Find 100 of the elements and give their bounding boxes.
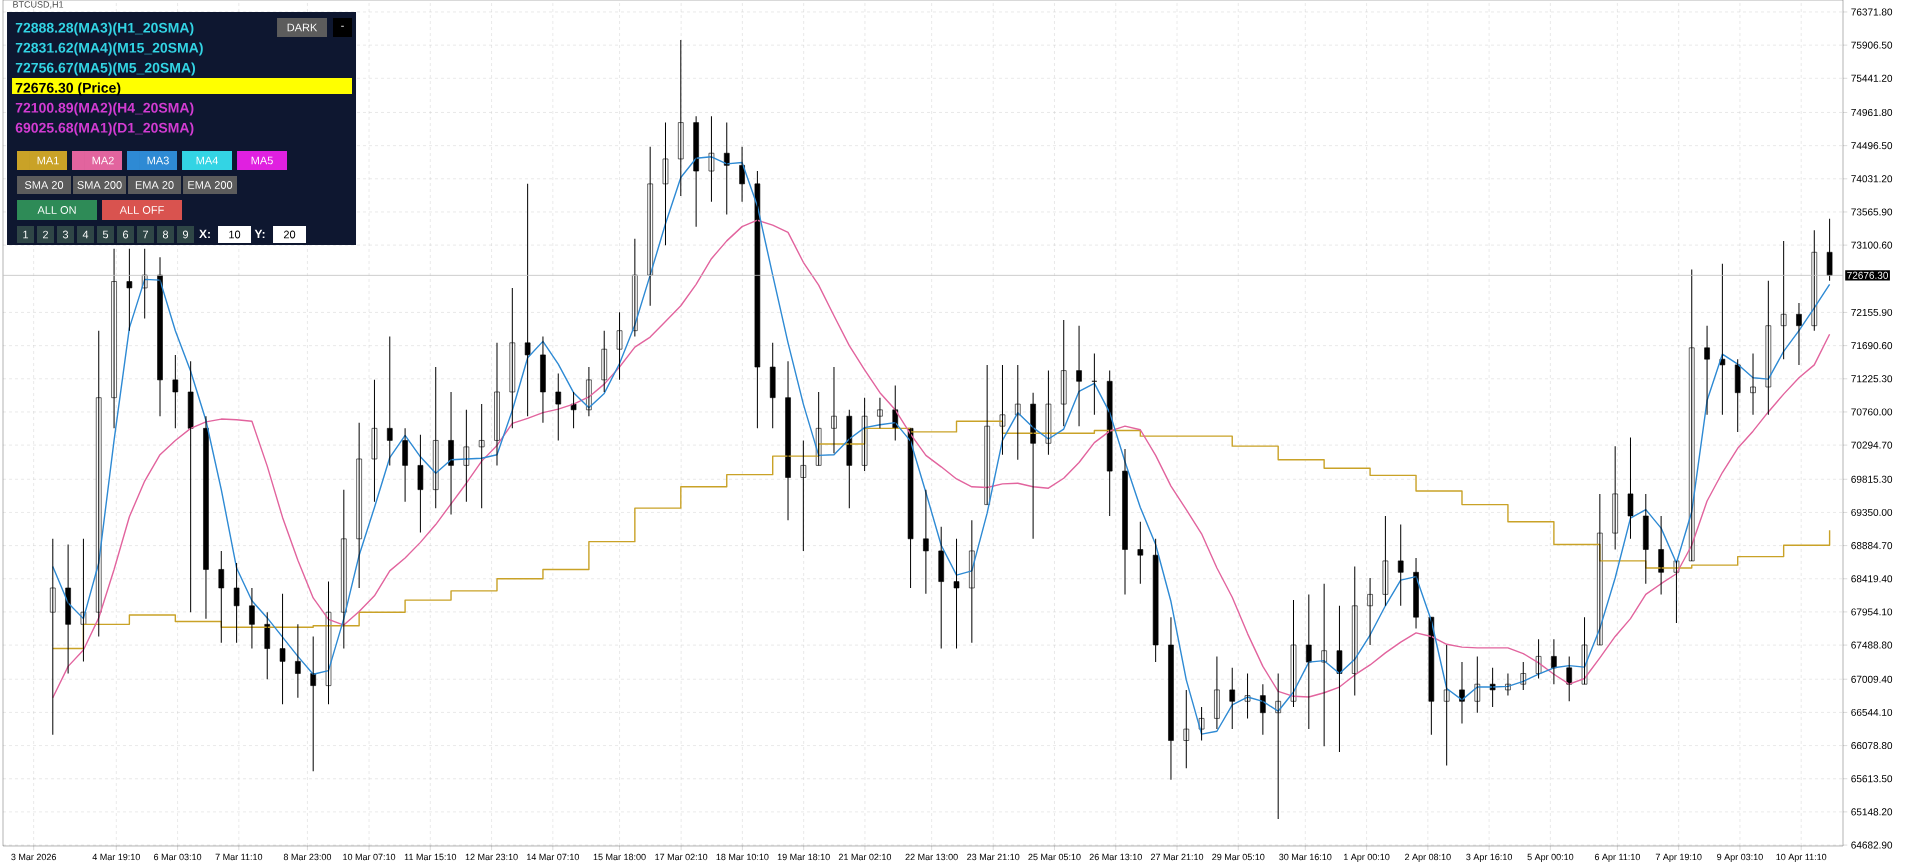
y-tick-label: 74961.80: [1851, 108, 1893, 116]
annotation: 4: [82, 230, 89, 239]
annotation: Y:: [254, 229, 265, 239]
x-tick-label: 6 Mar 03:10: [154, 853, 202, 861]
y-tick-label: 70294.70: [1851, 441, 1893, 449]
x-tick-label: 29 Mar 05:10: [1212, 853, 1265, 861]
candlestick: [769, 342, 776, 429]
x-tick-label: 10 Mar 07:10: [343, 853, 396, 861]
candlestick: [938, 526, 944, 650]
candlestick: [126, 248, 133, 332]
x-tick-label: 19 Mar 18:10: [777, 853, 830, 861]
y-tick-label: 70760.00: [1851, 408, 1893, 416]
y-tick-label: 74496.50: [1851, 142, 1893, 150]
x-tick-label: 9 Apr 03:10: [1717, 853, 1763, 862]
legend-label: MA1: [37, 156, 59, 165]
x-tick-label: 1 Apr 00:10: [1344, 853, 1390, 862]
annotation: SMA 20: [24, 181, 64, 189]
candlestick: [678, 39, 684, 197]
candlestick: [1643, 493, 1649, 585]
candlestick: [1229, 667, 1236, 730]
x-tick-label: 7 Apr 19:10: [1655, 853, 1702, 862]
candlestick: [1581, 616, 1588, 685]
candlestick: [953, 538, 960, 650]
candlestick: [1443, 644, 1450, 766]
x-tick-label: 30 Mar 16:10: [1279, 853, 1332, 861]
annotation: 72756.67(MA5)(M5_20SMA): [15, 62, 195, 76]
candlestick: [616, 311, 623, 381]
annotation: 72831.62(MA4)(M15_20SMA): [15, 42, 203, 56]
annotation: 3: [62, 230, 69, 239]
candlestick: [555, 372, 562, 441]
x-tick-label: 17 Mar 02:10: [655, 853, 708, 861]
candlestick: [1336, 605, 1343, 753]
y-tick-label: 71690.60: [1851, 342, 1893, 350]
annotation: 8: [162, 230, 169, 239]
y-tick-label: 65613.50: [1851, 775, 1893, 783]
candlestick: [1152, 538, 1159, 663]
x-tick-label: 27 Mar 21:10: [1150, 853, 1204, 861]
annotation: ALL OFF: [119, 206, 164, 214]
y-tick-label: 66544.10: [1851, 708, 1893, 716]
candlestick: [1535, 638, 1542, 679]
x-tick-label: 4 Mar 19:10: [92, 853, 140, 861]
candlestick: [172, 354, 179, 429]
candlestick: [463, 409, 470, 503]
y-tick-label: 73565.90: [1851, 208, 1893, 216]
candlestick: [509, 287, 516, 429]
candlestick: [570, 391, 577, 429]
x-tick-label: 12 Mar 23:10: [465, 853, 518, 861]
annotation: ALL ON: [37, 206, 76, 214]
candlestick: [1780, 240, 1787, 360]
annotation: 7: [143, 230, 149, 239]
y-tick-label: 65148.20: [1851, 808, 1893, 816]
annotation: 72100.89(MA2)(H4_20SMA): [15, 102, 194, 116]
ref-line-label: 72676.30: [1847, 271, 1889, 279]
annotation: 72888.28(MA3)(H1_20SMA): [15, 22, 194, 36]
annotation: EMA 200: [188, 181, 233, 189]
x-tick-label: 7 Mar 11:10: [215, 853, 263, 861]
candlestick: [1183, 689, 1190, 769]
candlestick: [233, 562, 240, 644]
x-tick-label: 26 Mar 13:10: [1089, 853, 1142, 861]
annotation: DARK: [287, 23, 318, 32]
candlestick: [999, 364, 1006, 456]
annotation: 20: [283, 230, 296, 239]
candlestick: [524, 183, 531, 417]
candlestick: [754, 170, 761, 429]
annotation: SMA 200: [77, 181, 122, 189]
candlestick: [800, 439, 807, 552]
candlestick: [417, 434, 424, 533]
x-tick-label: 23 Mar 21:10: [967, 853, 1020, 861]
y-tick-label: 67954.10: [1851, 608, 1893, 616]
x-tick-label: 8 Mar 23:00: [283, 853, 332, 861]
x-tick-label: 3 Mar 2026: [11, 853, 56, 861]
annotation: 69025.68(MA1)(D1_20SMA): [15, 122, 194, 136]
y-tick-label: 67009.40: [1851, 675, 1893, 683]
candlestick: [1137, 521, 1144, 585]
annotation: 5: [102, 230, 109, 239]
legend-label: MA3: [147, 156, 169, 165]
candlestick: [50, 538, 56, 736]
candlestick: [1719, 263, 1726, 416]
candlestick: [601, 330, 608, 393]
y-tick-label: 74031.20: [1851, 175, 1893, 183]
candlestick: [662, 122, 669, 246]
candlestick: [1290, 599, 1297, 708]
candlestick: [708, 115, 715, 203]
candlestick: [218, 550, 225, 644]
y-tick-label: 68884.70: [1851, 542, 1893, 550]
candlestick: [1198, 706, 1205, 741]
annotation: 72676.30 (Price): [15, 82, 121, 96]
chart-title: BTCUSD,H1: [13, 1, 64, 9]
x-tick-label: 10 Apr 11:10: [1776, 853, 1827, 862]
y-tick-label: 73100.60: [1851, 241, 1893, 249]
candlestick: [907, 427, 914, 589]
y-tick-label: 69815.30: [1851, 475, 1893, 483]
y-tick-label: 64682.90: [1851, 841, 1893, 849]
x-tick-label: 6 Apr 11:10: [1594, 853, 1640, 862]
x-tick-label: 11 Mar 15:10: [404, 853, 457, 861]
y-tick-label: 75906.50: [1851, 41, 1893, 49]
y-tick-label: 72155.90: [1851, 308, 1893, 316]
candlestick: [861, 397, 868, 472]
candlestick: [1060, 319, 1067, 427]
candlestick: [1826, 218, 1833, 282]
